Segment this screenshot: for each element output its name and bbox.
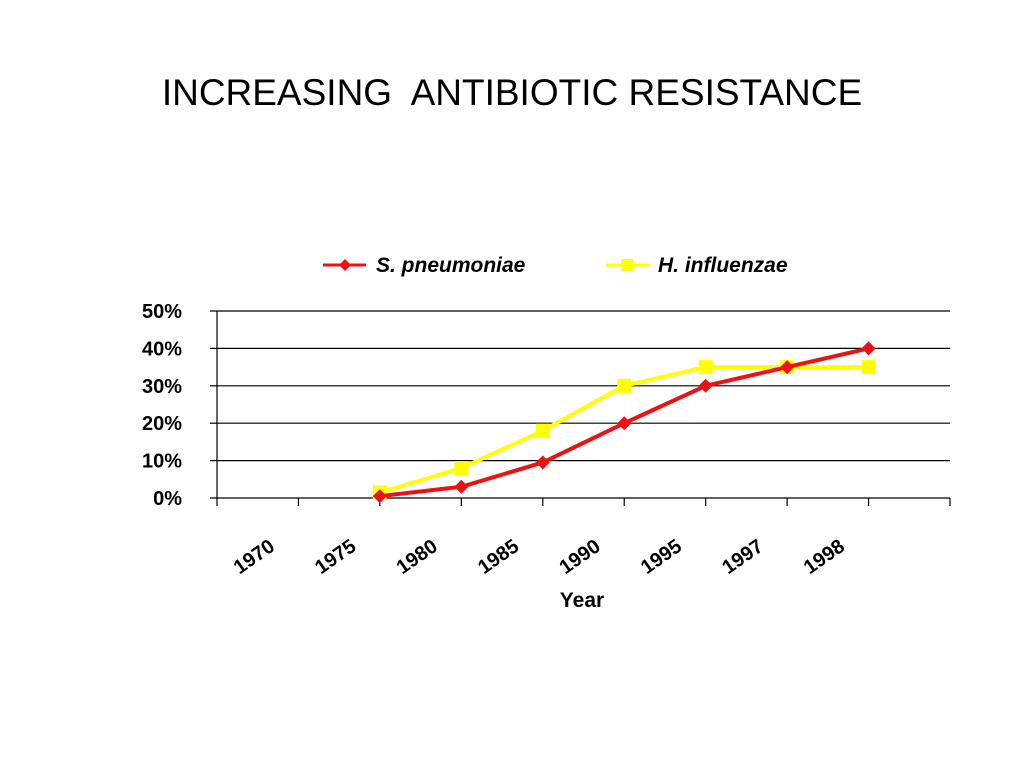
data-point-square	[535, 423, 550, 438]
x-axis-title: Year	[560, 589, 604, 612]
data-point-diamond	[698, 378, 713, 393]
slide-title: INCREASING ANTIBIOTIC RESISTANCE	[161, 72, 863, 113]
data-point-diamond	[780, 360, 795, 375]
x-tick-label: 1985	[474, 535, 523, 579]
y-tick-label: 0%	[153, 488, 182, 510]
y-tick-label: 50%	[142, 301, 182, 323]
legend-label-h-influenzae: H. influenzae	[658, 254, 788, 277]
data-point-diamond	[861, 341, 876, 356]
x-tick-label: 1997	[718, 535, 767, 579]
x-tick-label: 1990	[556, 535, 605, 579]
y-tick-label: 10%	[142, 451, 182, 473]
x-tick-label: 1995	[637, 535, 686, 579]
series-s-pneumoniae	[372, 341, 876, 504]
legend-item-s-pneumoniae: S. pneumoniae	[323, 254, 526, 277]
y-tick-label: 40%	[142, 338, 182, 360]
data-point-square	[454, 461, 469, 476]
y-tick-label: 30%	[142, 376, 182, 398]
y-tick-label: 20%	[142, 413, 182, 435]
x-tick-label: 1970	[230, 535, 279, 579]
data-point-diamond	[454, 479, 469, 494]
data-point-diamond	[617, 416, 632, 431]
data-point-square	[861, 360, 876, 375]
data-point-diamond	[372, 489, 387, 504]
data-point-square	[698, 360, 713, 375]
x-tick-label: 1980	[393, 535, 442, 579]
y-axis: 0% 10% 20% 30% 40% 50%	[142, 301, 218, 510]
data-point-square	[617, 378, 632, 393]
series-group	[372, 341, 876, 504]
gridlines	[217, 310, 950, 499]
legend-item-h-influenzae: H. influenzae	[606, 254, 788, 277]
x-axis: 1970 1975 1980 1985 1990 1995 1997 1998	[230, 498, 951, 579]
x-tick-label: 1998	[800, 535, 849, 579]
legend: S. pneumoniae H. influenzae	[323, 254, 788, 277]
legend-label-s-pneumoniae: S. pneumoniae	[376, 254, 526, 277]
data-point-diamond	[535, 455, 550, 470]
x-tick-label: 1975	[311, 535, 360, 579]
